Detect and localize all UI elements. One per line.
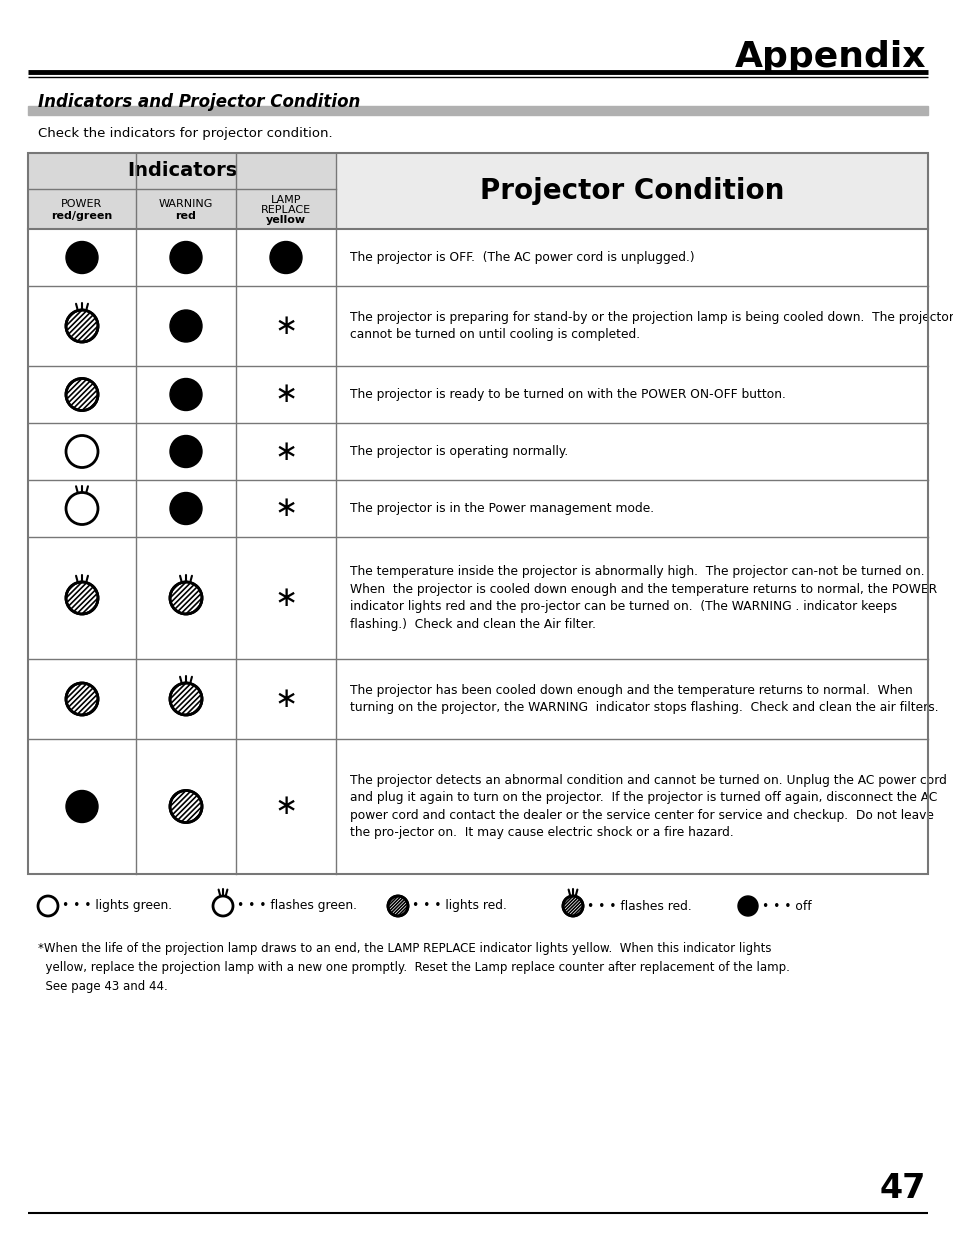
Text: The projector detects an abnormal condition and cannot be turned on. Unplug the : The projector detects an abnormal condit… <box>350 774 946 840</box>
Circle shape <box>170 493 202 525</box>
Text: The projector has been cooled down enough and the temperature returns to normal.: The projector has been cooled down enoug… <box>350 684 938 714</box>
Text: ∗: ∗ <box>274 494 297 522</box>
Text: The temperature inside the projector is abnormally high.  The projector can-not : The temperature inside the projector is … <box>350 566 936 631</box>
Text: • • • lights red.: • • • lights red. <box>412 899 506 913</box>
Text: The projector is in the Power management mode.: The projector is in the Power management… <box>350 501 654 515</box>
Text: • • • flashes green.: • • • flashes green. <box>236 899 356 913</box>
Text: red: red <box>175 211 196 221</box>
Circle shape <box>170 790 202 823</box>
Text: POWER: POWER <box>61 199 103 209</box>
Circle shape <box>170 582 202 614</box>
Circle shape <box>66 378 98 410</box>
Circle shape <box>170 436 202 468</box>
Circle shape <box>66 242 98 273</box>
Text: Indicators: Indicators <box>127 162 237 180</box>
Bar <box>28 153 927 874</box>
Text: • • • lights green.: • • • lights green. <box>62 899 172 913</box>
Text: The projector is preparing for stand-by or the projection lamp is being cooled d: The projector is preparing for stand-by … <box>350 311 953 341</box>
Text: LAMP: LAMP <box>271 195 301 205</box>
Text: The projector is ready to be turned on with the POWER ON-OFF button.: The projector is ready to be turned on w… <box>350 388 785 401</box>
Text: ∗: ∗ <box>274 685 297 713</box>
Circle shape <box>388 897 408 916</box>
Text: • • • off: • • • off <box>761 899 811 913</box>
Circle shape <box>170 683 202 715</box>
Text: ∗: ∗ <box>274 312 297 340</box>
Bar <box>28 228 927 874</box>
Text: *When the life of the projection lamp draws to an end, the LAMP REPLACE indicato: *When the life of the projection lamp dr… <box>38 942 789 993</box>
Bar <box>335 153 927 228</box>
Circle shape <box>170 242 202 273</box>
Circle shape <box>170 310 202 342</box>
Text: Check the indicators for projector condition.: Check the indicators for projector condi… <box>38 127 333 140</box>
Text: WARNING: WARNING <box>158 199 213 209</box>
Text: REPLACE: REPLACE <box>261 205 311 215</box>
Text: Appendix: Appendix <box>734 40 925 74</box>
Text: ∗: ∗ <box>274 793 297 820</box>
Text: Indicators and Projector Condition: Indicators and Projector Condition <box>38 93 360 111</box>
Circle shape <box>66 582 98 614</box>
Circle shape <box>66 790 98 823</box>
Text: ∗: ∗ <box>274 380 297 409</box>
Text: yellow: yellow <box>266 215 306 225</box>
Text: ∗: ∗ <box>274 584 297 613</box>
Bar <box>28 153 335 228</box>
Text: Projector Condition: Projector Condition <box>479 177 783 205</box>
Circle shape <box>270 242 302 273</box>
Circle shape <box>738 897 758 916</box>
Circle shape <box>170 378 202 410</box>
Text: red/green: red/green <box>51 211 112 221</box>
Text: ∗: ∗ <box>274 437 297 466</box>
Text: • • • flashes red.: • • • flashes red. <box>586 899 691 913</box>
Circle shape <box>562 897 582 916</box>
Circle shape <box>66 310 98 342</box>
Text: The projector is OFF.  (The AC power cord is unplugged.): The projector is OFF. (The AC power cord… <box>350 251 694 264</box>
Text: 47: 47 <box>879 1172 925 1205</box>
Text: The projector is operating normally.: The projector is operating normally. <box>350 445 568 458</box>
Bar <box>28 106 927 115</box>
Circle shape <box>66 683 98 715</box>
